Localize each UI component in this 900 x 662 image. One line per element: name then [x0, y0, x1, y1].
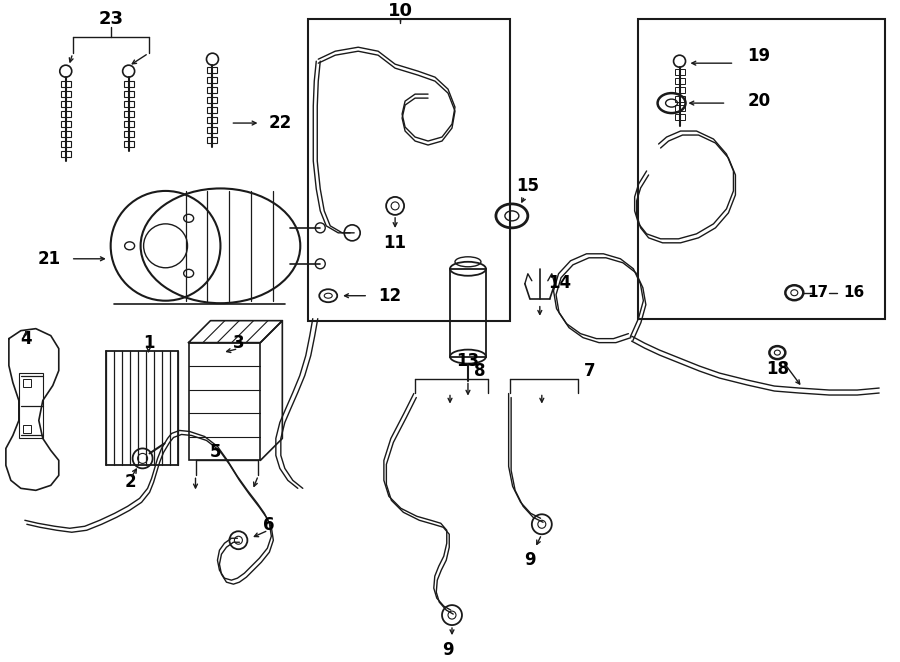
- Text: 9: 9: [442, 641, 454, 659]
- Bar: [208, 87, 218, 93]
- Bar: [675, 114, 685, 120]
- Bar: [675, 96, 685, 102]
- Bar: [19, 373, 43, 438]
- Text: 6: 6: [263, 516, 274, 534]
- Bar: [123, 91, 133, 97]
- Bar: [208, 67, 218, 73]
- Text: 11: 11: [383, 234, 407, 252]
- Text: 13: 13: [456, 352, 480, 369]
- Text: 9: 9: [524, 551, 536, 569]
- Bar: [208, 117, 218, 123]
- Text: 21: 21: [37, 250, 60, 268]
- Bar: [208, 97, 218, 103]
- Bar: [61, 81, 71, 87]
- Text: 16: 16: [843, 285, 865, 301]
- Bar: [61, 91, 71, 97]
- Bar: [123, 111, 133, 117]
- Bar: [123, 131, 133, 137]
- Bar: [208, 137, 218, 143]
- Text: 5: 5: [210, 444, 221, 461]
- Text: 18: 18: [766, 359, 789, 377]
- Text: 1: 1: [143, 334, 154, 352]
- Bar: [61, 141, 71, 147]
- Text: 7: 7: [584, 361, 596, 379]
- Bar: [637, 19, 885, 318]
- Text: 23: 23: [98, 11, 123, 28]
- Text: 15: 15: [517, 177, 539, 195]
- Bar: [675, 69, 685, 75]
- Text: 10: 10: [388, 2, 412, 21]
- Bar: [123, 81, 133, 87]
- Bar: [123, 141, 133, 147]
- Bar: [675, 105, 685, 111]
- Text: 2: 2: [125, 473, 137, 491]
- Bar: [22, 426, 31, 434]
- Bar: [123, 101, 133, 107]
- Text: 12: 12: [378, 287, 401, 305]
- Text: 3: 3: [232, 334, 244, 352]
- Bar: [61, 121, 71, 127]
- Bar: [309, 19, 510, 320]
- Bar: [450, 269, 486, 357]
- Bar: [208, 107, 218, 113]
- Text: 19: 19: [747, 47, 770, 65]
- Bar: [675, 78, 685, 84]
- Text: 20: 20: [747, 92, 770, 110]
- Bar: [123, 121, 133, 127]
- Bar: [22, 379, 31, 387]
- Bar: [61, 101, 71, 107]
- Bar: [188, 343, 260, 460]
- Text: 8: 8: [474, 361, 486, 379]
- Text: 14: 14: [548, 274, 571, 292]
- Bar: [675, 87, 685, 93]
- Text: 22: 22: [268, 114, 292, 132]
- Bar: [208, 127, 218, 133]
- Bar: [61, 151, 71, 157]
- Bar: [61, 131, 71, 137]
- Text: 4: 4: [20, 330, 32, 348]
- Text: 17: 17: [807, 285, 828, 301]
- Bar: [61, 111, 71, 117]
- Bar: [208, 77, 218, 83]
